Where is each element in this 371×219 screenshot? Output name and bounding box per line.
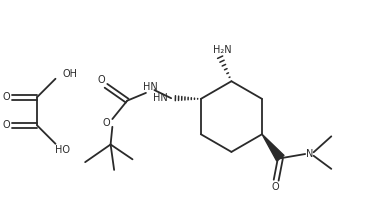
Text: O: O — [2, 120, 10, 130]
Text: HO: HO — [56, 145, 70, 155]
Text: H₂N: H₂N — [213, 45, 232, 55]
Polygon shape — [262, 134, 284, 161]
Text: HN: HN — [143, 82, 158, 92]
Text: O: O — [103, 118, 111, 128]
Text: HN: HN — [153, 93, 168, 103]
Text: O: O — [2, 92, 10, 102]
Text: N: N — [306, 149, 313, 159]
Text: O: O — [97, 75, 105, 85]
Text: O: O — [272, 182, 279, 192]
Text: OH: OH — [63, 69, 78, 79]
